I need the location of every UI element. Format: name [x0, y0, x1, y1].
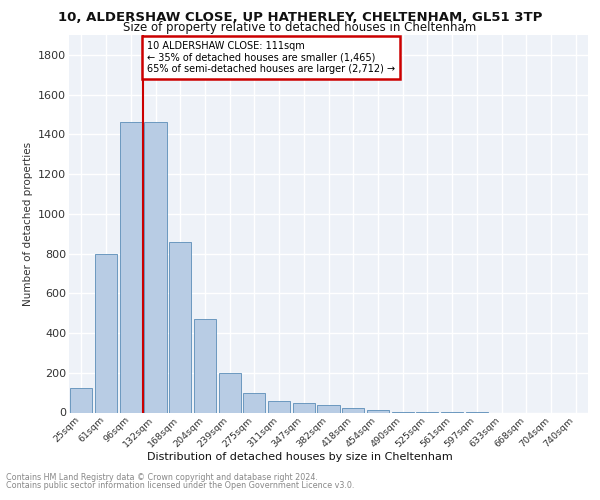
Bar [169, 242, 191, 412]
Bar [243, 392, 265, 412]
Text: 10, ALDERSHAW CLOSE, UP HATHERLEY, CHELTENHAM, GL51 3TP: 10, ALDERSHAW CLOSE, UP HATHERLEY, CHELT… [58, 11, 542, 24]
Text: Size of property relative to detached houses in Cheltenham: Size of property relative to detached ho… [124, 22, 476, 35]
Bar [268, 400, 290, 412]
Text: Contains HM Land Registry data © Crown copyright and database right 2024.: Contains HM Land Registry data © Crown c… [6, 472, 318, 482]
Bar [145, 122, 167, 412]
Y-axis label: Number of detached properties: Number of detached properties [23, 142, 32, 306]
Bar [367, 410, 389, 412]
Text: Distribution of detached houses by size in Cheltenham: Distribution of detached houses by size … [147, 452, 453, 462]
Text: 10 ALDERSHAW CLOSE: 111sqm
← 35% of detached houses are smaller (1,465)
65% of s: 10 ALDERSHAW CLOSE: 111sqm ← 35% of deta… [147, 41, 395, 74]
Bar [293, 402, 315, 412]
Bar [70, 388, 92, 412]
Bar [119, 122, 142, 412]
Bar [342, 408, 364, 412]
Bar [194, 319, 216, 412]
Bar [317, 404, 340, 412]
Bar [218, 373, 241, 412]
Text: Contains public sector information licensed under the Open Government Licence v3: Contains public sector information licen… [6, 481, 355, 490]
Bar [95, 254, 117, 412]
